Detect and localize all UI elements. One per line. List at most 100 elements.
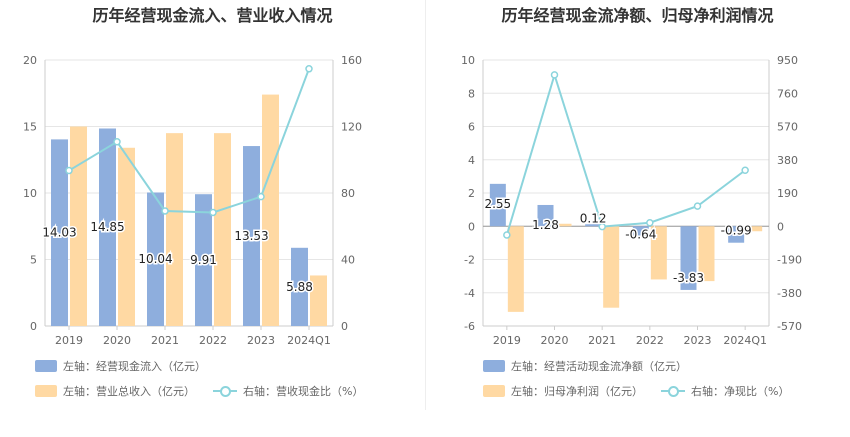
y-left-tick-label: -6 — [464, 320, 475, 333]
bar-data-label: 14.03 — [42, 226, 76, 240]
bar-data-label: 2.55 — [484, 197, 511, 211]
y-right-tick-label: 80 — [341, 187, 355, 200]
bar — [489, 183, 506, 227]
legend-line-swatch — [661, 385, 685, 397]
bar — [728, 226, 745, 243]
bar — [118, 147, 135, 326]
line-point — [503, 231, 511, 239]
x-tick-label: 2019 — [493, 334, 521, 347]
bar-data-label: 5.88 — [286, 280, 313, 294]
y-right-tick-label: 120 — [341, 121, 362, 134]
y-right-tick-label: 160 — [341, 54, 362, 67]
y-left-tick-label: 5 — [30, 254, 37, 267]
x-tick-label: 2024Q1 — [723, 334, 767, 347]
legend-item[interactable]: 左轴：经营现金流入（亿元） — [35, 358, 206, 374]
bar — [147, 192, 164, 326]
x-tick-label: 2022 — [636, 334, 664, 347]
y-right-tick-label: -570 — [777, 320, 802, 333]
bar-data-label: 13.53 — [234, 229, 268, 243]
bar — [603, 226, 620, 308]
bar — [507, 226, 524, 312]
bar — [650, 226, 667, 280]
x-tick-label: 2024Q1 — [287, 334, 331, 347]
chart-plot: -6 -4 -2 0 2 4 6 8 10 -570 -380 -190 0 190 380 570 760 95… — [461, 54, 802, 347]
bar-data-label: -0.99 — [721, 224, 752, 238]
bar-data-label: -3.83 — [673, 271, 704, 285]
y-right-tick-label: 190 — [777, 187, 798, 200]
y-left-tick-label: -2 — [464, 254, 475, 267]
legend-swatch — [483, 360, 505, 372]
bar — [537, 204, 554, 227]
line-point — [741, 166, 749, 174]
bar — [243, 146, 260, 326]
line-point — [305, 65, 313, 73]
legend-item[interactable]: 左轴：经营活动现金流净额（亿元） — [483, 358, 687, 374]
bar — [51, 139, 68, 326]
bar-data-label: 1.28 — [532, 218, 559, 232]
y-left-tick-label: 10 — [23, 187, 37, 200]
legend-item[interactable]: 右轴：营收现金比（%） — [213, 383, 363, 399]
legend-item[interactable]: 左轴：归母净利润（亿元） — [483, 383, 643, 399]
bar-data-label: -0.64 — [625, 227, 656, 241]
y-right-tick-label: 0 — [777, 220, 784, 233]
line-point — [598, 222, 606, 231]
chart-title: 历年经营现金流净额、归母净利润情况 — [501, 6, 774, 25]
bar-data-label: 10.04 — [138, 252, 172, 266]
chart-panel-right: 历年经营现金流净额、归母净利润情况 -6 -4 -2 0 2 4 6 8 10 -570 -380-… — [425, 0, 850, 437]
bar — [555, 223, 572, 227]
legend-label: 左轴：归母净利润（亿元） — [511, 385, 643, 398]
legend-label: 左轴：经营现金流入（亿元） — [63, 360, 206, 373]
x-tick-label: 2022 — [199, 334, 227, 347]
x-tick-label: 2021 — [588, 334, 616, 347]
y-right-tick-label: 950 — [777, 54, 798, 67]
bar — [698, 226, 715, 282]
bar-data-label: 9.91 — [190, 253, 217, 267]
x-tick-label: 2019 — [55, 334, 83, 347]
y-left-tick-label: 15 — [23, 121, 37, 134]
legend-item[interactable]: 左轴：营业总收入（亿元） — [35, 383, 195, 399]
bar — [195, 194, 212, 326]
chart-plot: 0 5 10 15 20 0 40 80 120 160 2019 2020 2021 2022 2023 2… — [23, 54, 362, 347]
bar-data-label: 0.12 — [580, 211, 607, 225]
panel-divider — [425, 0, 426, 410]
bar — [291, 247, 308, 326]
bar — [746, 226, 763, 232]
series-line — [505, 71, 746, 236]
legend-row-1: 左轴：经营现金流入（亿元） — [35, 358, 224, 374]
y-left-tick-label: 20 — [23, 54, 37, 67]
legend-row-2: 左轴：归母净利润（亿元） 右轴：净现比（%） — [483, 383, 807, 399]
y-right-tick-label: 380 — [777, 154, 798, 167]
y-right-tick-label: -190 — [777, 254, 802, 267]
bar — [214, 133, 231, 326]
legend-item[interactable]: 右轴：净现比（%） — [661, 383, 789, 399]
chart-title: 历年经营现金流入、营业收入情况 — [92, 6, 333, 25]
y-right-tick-label: 570 — [777, 121, 798, 134]
bar — [585, 224, 602, 227]
y-left-tick-label: 0 — [468, 220, 475, 233]
bar — [99, 128, 116, 326]
y-left-tick-label: 2 — [468, 187, 475, 200]
bar — [262, 94, 279, 326]
series-line — [68, 68, 310, 214]
line-point — [646, 219, 654, 227]
line-point — [65, 166, 73, 175]
bar — [166, 133, 183, 326]
y-left-tick-label: 6 — [468, 121, 475, 134]
legend-swatch — [483, 385, 505, 397]
legend-row-2: 左轴：营业总收入（亿元） 右轴：营收现金比（%） — [35, 383, 381, 399]
x-tick-label: 2023 — [684, 334, 712, 347]
line-point — [693, 202, 702, 210]
line-point — [161, 207, 169, 215]
legend-label: 右轴：净现比（%） — [691, 385, 790, 398]
legend-label: 左轴：营业总收入（亿元） — [63, 385, 195, 398]
bar — [632, 226, 649, 237]
bar — [680, 226, 697, 290]
y-left-tick-label: 10 — [461, 54, 475, 67]
line-point — [209, 208, 217, 217]
x-tick-label: 2023 — [247, 334, 275, 347]
y-right-tick-label: 760 — [777, 87, 798, 100]
x-tick-label: 2020 — [541, 334, 569, 347]
x-tick-label: 2021 — [151, 334, 179, 347]
legend-label: 右轴：营收现金比（%） — [243, 385, 364, 398]
bar — [310, 275, 327, 326]
